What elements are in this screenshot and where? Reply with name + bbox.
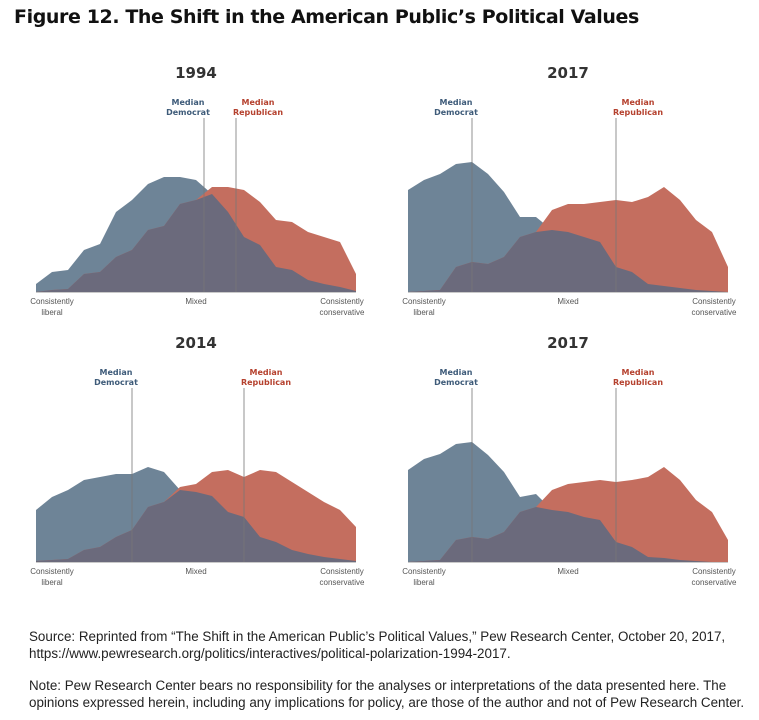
median-democrat-label: Democrat — [166, 108, 210, 117]
figure-title: Figure 12. The Shift in the American Pub… — [14, 6, 639, 28]
chart-title: 2017 — [547, 334, 589, 352]
x-label-consistently-liberal: liberal — [41, 578, 63, 587]
x-label-consistently-conservative: conservative — [692, 578, 737, 587]
median-republican-label: Median — [250, 368, 283, 377]
median-republican-label: Republican — [233, 108, 283, 117]
x-label-consistently-liberal: Consistently — [402, 567, 446, 576]
median-republican-label: Median — [622, 368, 655, 377]
median-democrat-label: Median — [172, 98, 205, 107]
median-republican-label: Republican — [613, 378, 663, 387]
x-label-consistently-liberal: liberal — [41, 308, 63, 317]
chart-title: 2014 — [175, 334, 217, 352]
x-label-consistently-conservative: Consistently — [320, 567, 364, 576]
x-label-mixed: Mixed — [185, 567, 206, 576]
chart-panel-2017-bottom: 2017 Median Democrat Median Republican Consis… — [398, 332, 738, 592]
median-republican-label: Republican — [613, 108, 663, 117]
x-label-consistently-conservative: Consistently — [692, 297, 736, 306]
x-label-consistently-conservative: conservative — [320, 308, 365, 317]
source-note: Source: Reprinted from “The Shift in the… — [29, 629, 726, 661]
x-label-mixed: Mixed — [557, 567, 578, 576]
chart-panel-2014: 2014 Median Democrat Median Republican Consis… — [26, 332, 366, 592]
overlap-area — [36, 490, 356, 562]
median-democrat-label: Median — [440, 368, 473, 377]
overlap-area — [408, 507, 728, 562]
x-label-consistently-liberal: Consistently — [402, 297, 446, 306]
disclaimer-note: Note: Pew Research Center bears no respo… — [29, 678, 745, 710]
chart-title: 1994 — [175, 64, 217, 82]
democrat-area — [408, 162, 728, 292]
x-label-consistently-conservative: conservative — [692, 308, 737, 317]
median-democrat-label: Median — [100, 368, 133, 377]
median-democrat-label: Median — [440, 98, 473, 107]
x-label-consistently-liberal: liberal — [413, 578, 435, 587]
x-label-mixed: Mixed — [557, 297, 578, 306]
area-chart: 2017MedianDemocratMedianRepublicanConsis… — [402, 334, 737, 587]
x-label-consistently-conservative: Consistently — [692, 567, 736, 576]
median-democrat-label: Democrat — [434, 378, 478, 387]
median-democrat-label: Democrat — [94, 378, 138, 387]
democrat-area — [408, 442, 728, 562]
median-republican-label: Median — [622, 98, 655, 107]
overlap-area — [36, 194, 356, 292]
area-chart: 2017MedianDemocratMedianRepublicanConsis… — [402, 64, 737, 317]
x-label-consistently-conservative: conservative — [320, 578, 365, 587]
overlap-area — [408, 230, 728, 292]
median-democrat-label: Democrat — [434, 108, 478, 117]
x-label-mixed: Mixed — [185, 297, 206, 306]
x-label-consistently-liberal: Consistently — [30, 297, 74, 306]
chart-title: 2017 — [547, 64, 589, 82]
median-republican-label: Median — [242, 98, 275, 107]
area-chart: 2014MedianDemocratMedianRepublicanConsis… — [30, 334, 365, 587]
area-chart: 1994MedianDemocratMedianRepublicanConsis… — [30, 64, 365, 317]
x-label-consistently-liberal: liberal — [413, 308, 435, 317]
chart-panel-2017-top: 2017 Median Democrat Median Republican Consis… — [398, 62, 738, 322]
x-label-consistently-liberal: Consistently — [30, 567, 74, 576]
median-republican-label: Republican — [241, 378, 291, 387]
chart-panel-1994: 1994 Median Democrat Median Republican Consis… — [26, 62, 366, 322]
x-label-consistently-conservative: Consistently — [320, 297, 364, 306]
